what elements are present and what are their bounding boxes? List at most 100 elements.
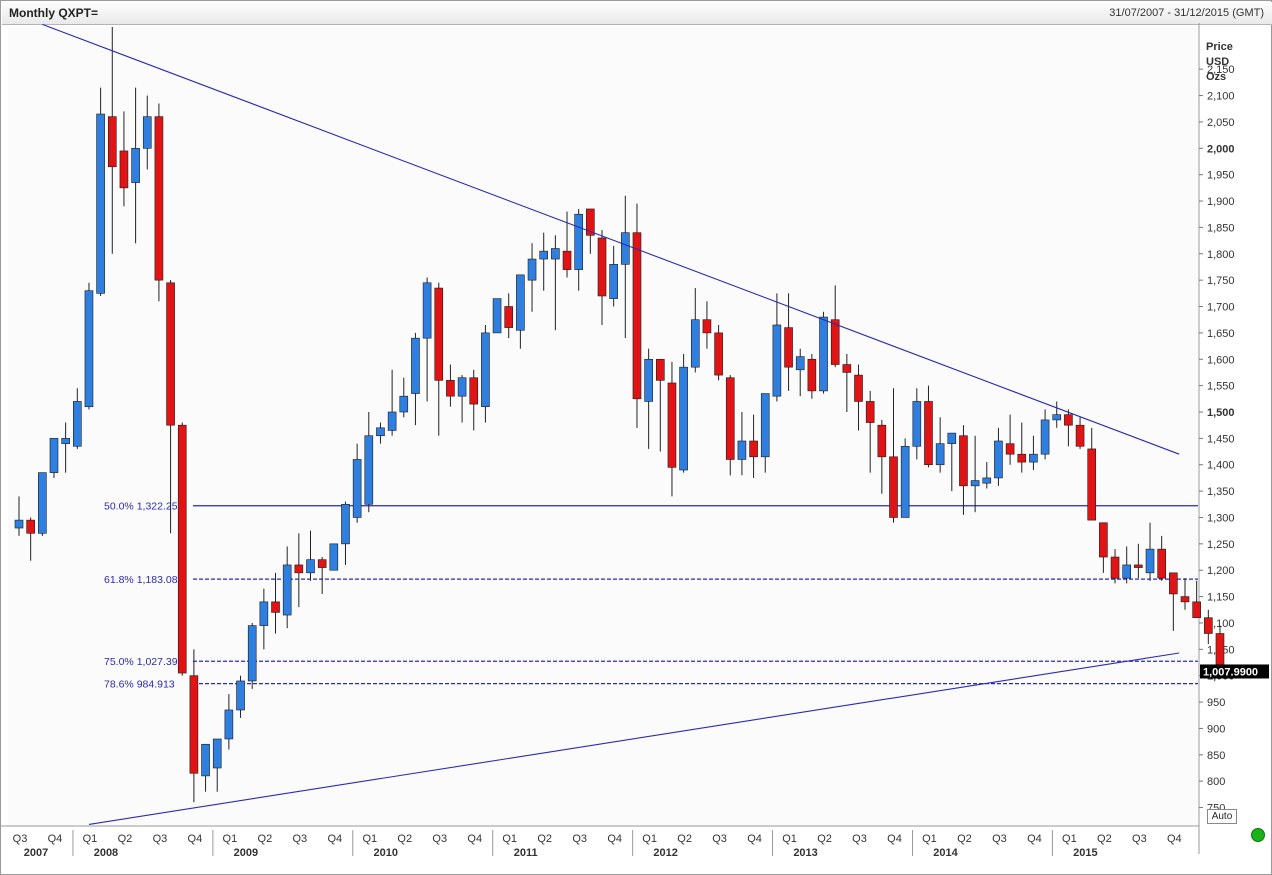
- candle-body: [947, 432, 957, 444]
- candle-body: [1099, 522, 1108, 558]
- y-axis-title: Ozs: [1206, 71, 1226, 83]
- y-tick-label: 2,050: [1207, 117, 1235, 129]
- trendline: [88, 652, 1180, 825]
- candle-body: [481, 332, 490, 408]
- y-tick-label: 2,150: [1207, 64, 1235, 76]
- candle-body: [760, 393, 770, 458]
- candle-body: [469, 377, 479, 405]
- candle-body: [959, 435, 968, 487]
- x-tick-label: Q4: [1027, 833, 1042, 845]
- x-tick-label: Q4: [48, 833, 63, 845]
- candle-body: [457, 377, 467, 397]
- x-tick-label: Q3: [292, 833, 307, 845]
- x-tick-label: Q3: [852, 833, 867, 845]
- date-range: 31/07/2007 - 31/12/2015 (GMT): [1109, 7, 1264, 19]
- y-tick-label: 1,950: [1207, 170, 1235, 182]
- candle-body: [26, 519, 35, 534]
- candle-body: [387, 411, 397, 431]
- candle-body: [446, 380, 455, 397]
- candle-body: [61, 438, 70, 444]
- candle-body: [1110, 556, 1120, 579]
- y-tick-label: 850: [1207, 750, 1225, 762]
- candle-body: [247, 625, 257, 682]
- candle-body: [1204, 617, 1213, 634]
- candle-body: [1180, 596, 1190, 603]
- fib-level-label: 61.8% 1,183.089: [104, 574, 184, 586]
- y-tick-label: 1,550: [1207, 381, 1235, 393]
- candle-body: [1087, 448, 1097, 521]
- candle-body: [177, 424, 187, 674]
- candle-body: [107, 116, 117, 168]
- year-label: 2008: [94, 847, 118, 859]
- candle-body: [655, 358, 665, 381]
- candle-body: [504, 306, 514, 328]
- candle-body: [772, 324, 782, 397]
- candle-body: [399, 395, 409, 413]
- candle-body: [14, 519, 24, 529]
- year-label: 2012: [653, 847, 677, 859]
- x-tick-label: Q4: [607, 833, 622, 845]
- year-label: 2015: [1073, 847, 1097, 859]
- x-tick-label: Q1: [922, 833, 937, 845]
- candle-body: [38, 472, 47, 534]
- candle-body: [1134, 564, 1143, 568]
- candle-body: [551, 248, 560, 260]
- y-tick-label: 1,250: [1207, 539, 1235, 551]
- candle-body: [1029, 453, 1038, 463]
- fib-level-label: 50.0% 1,322.25: [104, 501, 178, 513]
- candle-body: [96, 113, 105, 294]
- candle-body: [1052, 414, 1062, 421]
- candle-body: [306, 559, 315, 574]
- x-tick-label: Q2: [258, 833, 273, 845]
- x-tick-label: Q2: [957, 833, 972, 845]
- year-label: 2010: [374, 847, 398, 859]
- candle-body: [376, 427, 385, 437]
- candle-body: [1040, 419, 1050, 455]
- candle-body: [341, 503, 350, 545]
- candle-body: [73, 401, 82, 447]
- last-price-tag: [1200, 664, 1269, 679]
- candle-body: [1064, 414, 1073, 426]
- x-tick-label: Q3: [572, 833, 587, 845]
- y-tick-label: 1,450: [1207, 433, 1235, 445]
- candle-body: [294, 564, 304, 574]
- auto-scale-button[interactable]: Auto: [1207, 809, 1237, 824]
- y-tick-label: 2,000: [1207, 143, 1235, 155]
- candle-body: [597, 237, 607, 297]
- candle-body: [819, 316, 828, 392]
- candle-body: [212, 738, 222, 769]
- x-tick-label: Q1: [223, 833, 238, 845]
- live-status-indicator: [1251, 828, 1265, 842]
- candle-body: [539, 250, 549, 260]
- fib-level-label: 75.0% 1,027.396: [104, 656, 184, 668]
- y-tick-label: 1,700: [1207, 302, 1235, 314]
- candle-body: [1122, 564, 1131, 579]
- candle-body: [329, 543, 339, 571]
- y-tick-label: 1,600: [1207, 354, 1235, 366]
- candle-body: [166, 282, 175, 426]
- candlestick-chart[interactable]: PriceUSDOzs7508008509009501,0001,0501,10…: [0, 23, 1270, 873]
- y-tick-label: 1,500: [1207, 407, 1235, 419]
- candle-body: [574, 213, 583, 270]
- candle-body: [1192, 601, 1201, 618]
- x-tick-label: Q3: [1132, 833, 1147, 845]
- x-tick-label: Q3: [432, 833, 447, 845]
- candle-body: [1157, 548, 1166, 579]
- x-tick-label: Q1: [782, 833, 797, 845]
- candle-body: [807, 358, 817, 392]
- candle-body: [644, 358, 653, 402]
- candle-body: [492, 298, 502, 334]
- candle-body: [900, 445, 910, 518]
- y-tick-label: 1,750: [1207, 275, 1235, 287]
- year-label: 2007: [24, 847, 48, 859]
- candle-body: [352, 459, 362, 518]
- candle-body: [632, 232, 642, 400]
- candle-body: [259, 601, 269, 626]
- x-tick-label: Q4: [747, 833, 762, 845]
- candle-body: [434, 287, 444, 381]
- x-tick-label: Q1: [642, 833, 657, 845]
- x-tick-label: Q4: [887, 833, 902, 845]
- candle-body: [795, 356, 805, 371]
- candle-body: [679, 366, 688, 471]
- candle-body: [924, 401, 933, 466]
